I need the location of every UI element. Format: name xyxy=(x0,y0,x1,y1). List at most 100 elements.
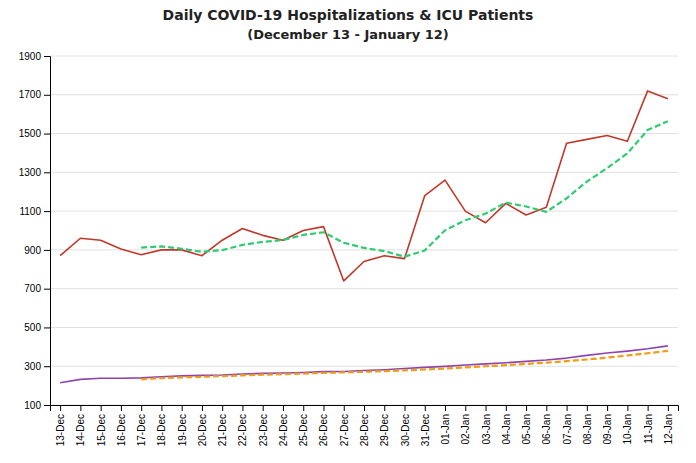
x-tick-mark xyxy=(648,405,649,411)
title: Daily COVID-19 Hospitalizations & ICU Pa… xyxy=(163,7,534,23)
x-tick-label: 02-Jan xyxy=(460,414,471,445)
x-tick: 09-Jan xyxy=(602,405,613,445)
x-tick-mark xyxy=(567,405,568,411)
x-tick-label: 28-Dec xyxy=(359,414,370,446)
x-tick: 23-Dec xyxy=(258,405,269,446)
subtitle: (December 13 - January 12) xyxy=(247,27,449,42)
x-tick: 12-Jan xyxy=(663,405,674,445)
x-tick-mark xyxy=(141,405,142,411)
x-tick: 05-Jan xyxy=(521,405,532,445)
x-tick-label: 27-Dec xyxy=(339,414,350,446)
x-tick-mark xyxy=(627,405,628,411)
y-tick: 900 xyxy=(24,245,50,256)
x-tick-mark xyxy=(283,405,284,411)
x-tick-label: 14-Dec xyxy=(75,414,86,446)
x-tick: 06-Jan xyxy=(541,405,552,445)
y-tick: 1700 xyxy=(19,89,50,100)
y-tick-mark xyxy=(44,327,50,328)
x-tick: 08-Jan xyxy=(582,405,593,445)
x-tick: 28-Dec xyxy=(359,405,370,446)
x-tick-label: 24-Dec xyxy=(278,414,289,446)
y-tick-label: 1100 xyxy=(19,206,41,217)
x-tick: 03-Jan xyxy=(481,405,492,445)
x-tick: 01-Jan xyxy=(440,405,451,445)
y-tick-mark xyxy=(44,289,50,290)
x-tick-label: 07-Jan xyxy=(562,414,573,445)
series-line xyxy=(60,91,668,281)
x-tick-mark xyxy=(668,405,669,411)
x-tick-mark xyxy=(222,405,223,411)
x-axis: 13-Dec14-Dec15-Dec16-Dec17-Dec18-Dec19-D… xyxy=(51,405,679,446)
y-tick-label: 1700 xyxy=(19,89,42,100)
x-tick-label: 09-Jan xyxy=(602,414,613,445)
x-tick-mark xyxy=(323,405,324,411)
x-tick: 07-Jan xyxy=(562,405,573,445)
x-tick-mark xyxy=(303,405,304,411)
grid-line xyxy=(50,133,678,134)
series-line xyxy=(141,351,668,379)
x-tick-label: 15-Dec xyxy=(96,414,107,446)
x-tick-label: 21-Dec xyxy=(217,414,228,446)
x-tick-mark xyxy=(101,405,102,411)
y-tick-mark xyxy=(44,211,50,212)
grid-line xyxy=(50,94,678,95)
y-tick-mark xyxy=(44,95,50,96)
x-tick: 10-Jan xyxy=(622,405,633,445)
x-tick-mark xyxy=(60,405,61,411)
x-tick-label: 04-Jan xyxy=(501,414,512,445)
grid-line xyxy=(50,56,678,57)
x-tick: 11-Jan xyxy=(643,405,654,444)
x-tick-label: 16-Dec xyxy=(116,414,127,446)
x-tick: 31-Dec xyxy=(420,405,431,446)
x-tick-mark xyxy=(425,405,426,411)
x-tick-label: 08-Jan xyxy=(582,414,593,445)
x-tick-label: 18-Dec xyxy=(156,414,167,446)
x-tick: 14-Dec xyxy=(75,405,86,446)
x-tick-mark xyxy=(242,405,243,411)
x-tick-label: 13-Dec xyxy=(55,414,66,446)
y-tick-mark xyxy=(44,405,50,406)
x-tick: 30-Dec xyxy=(400,405,411,446)
x-tick-label: 23-Dec xyxy=(258,414,269,446)
x-tick-mark xyxy=(607,405,608,411)
y-tick-mark xyxy=(44,172,50,173)
x-tick-mark xyxy=(486,405,487,411)
x-tick-label: 10-Jan xyxy=(622,414,633,445)
y-axis: 100 300 500 700 900 1100 1300 1500 1700 1900 xyxy=(19,51,51,411)
x-tick: 29-Dec xyxy=(379,405,390,446)
x-tick-label: 30-Dec xyxy=(400,414,411,446)
y-tick-label: 1500 xyxy=(19,128,42,139)
y-tick-mark xyxy=(44,56,50,57)
x-tick-label: 03-Jan xyxy=(481,414,492,445)
y-tick: 100 xyxy=(24,400,50,411)
y-tick-label: 1300 xyxy=(19,167,42,178)
x-tick: 22-Dec xyxy=(237,405,248,446)
lines xyxy=(60,91,668,383)
x-tick: 20-Dec xyxy=(197,405,208,446)
y-tick: 1900 xyxy=(19,51,50,62)
x-tick-mark xyxy=(80,405,81,411)
x-tick-mark xyxy=(202,405,203,411)
y-tick-label: 500 xyxy=(24,322,41,333)
grid-line xyxy=(50,327,678,328)
x-tick-mark xyxy=(364,405,365,411)
grid-line xyxy=(50,288,678,289)
series-line xyxy=(60,346,668,383)
x-tick-label: 25-Dec xyxy=(298,414,309,446)
x-tick: 04-Jan xyxy=(501,405,512,445)
grid-line xyxy=(50,172,678,173)
x-tick-label: 06-Jan xyxy=(541,414,552,445)
y-tick: 700 xyxy=(24,283,50,294)
y-tick-label: 300 xyxy=(24,361,41,372)
x-tick-mark xyxy=(161,405,162,411)
x-tick-label: 22-Dec xyxy=(237,414,248,446)
x-tick-mark xyxy=(546,405,547,411)
y-tick: 500 xyxy=(24,322,50,333)
x-tick: 21-Dec xyxy=(217,405,228,446)
y-tick: 1300 xyxy=(19,167,50,178)
grid-line xyxy=(50,366,678,367)
x-tick: 26-Dec xyxy=(318,405,329,446)
x-tick: 13-Dec xyxy=(55,405,66,446)
y-tick-label: 700 xyxy=(24,283,41,294)
x-tick-label: 11-Jan xyxy=(643,414,654,444)
